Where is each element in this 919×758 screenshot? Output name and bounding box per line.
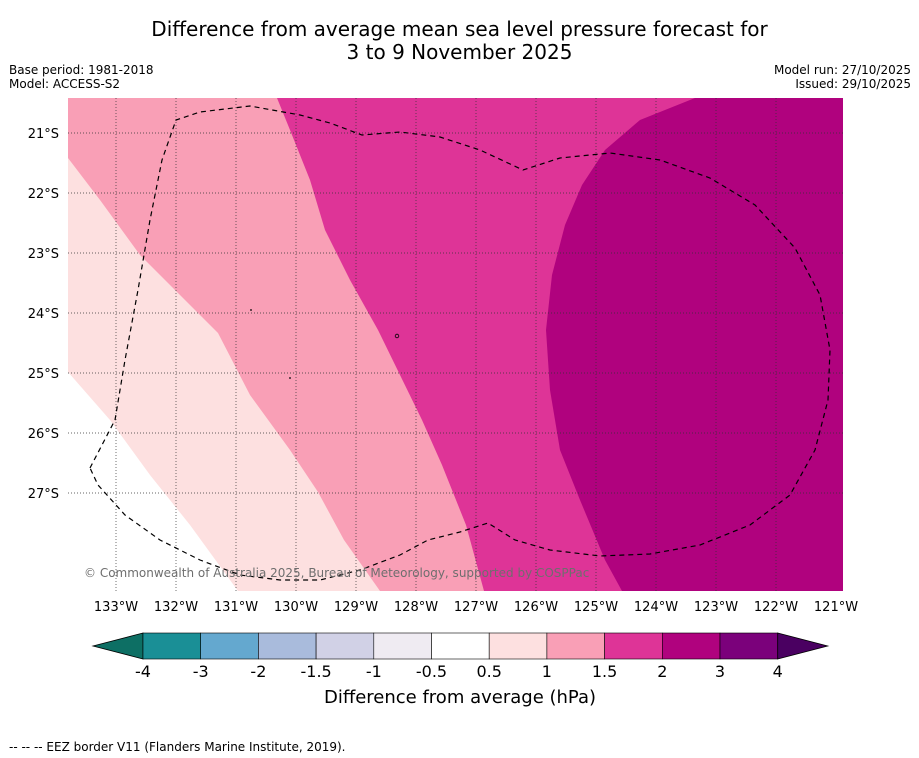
eez-border	[89, 105, 831, 581]
issued-date: Issued: 29/10/2025	[795, 77, 911, 91]
lon-label: 131°W	[214, 600, 258, 615]
lat-label: 26°S	[28, 427, 59, 442]
meta-right: Model run: 27/10/2025 Issued: 29/10/2025	[774, 63, 911, 91]
chart-title: Difference from average mean sea level p…	[0, 18, 919, 64]
colorbar-segment	[200, 632, 259, 660]
region-neutral	[68, 372, 238, 591]
eez-footnote: -- -- -- EEZ border V11 (Flanders Marine…	[9, 740, 346, 754]
colorbar-segment	[431, 632, 490, 660]
lon-label: 125°W	[574, 600, 618, 615]
colorbar-over-arrow	[777, 632, 830, 660]
colorbar-tick-label: 2	[657, 662, 667, 681]
colorbar-tick-label: -2	[250, 662, 266, 681]
lon-label: 127°W	[454, 600, 498, 615]
copyright-text: © Commonwealth of Australia 2025, Bureau…	[84, 566, 589, 580]
colorbar-segment	[604, 632, 663, 660]
colorbar-tick-label: -4	[135, 662, 151, 681]
lon-label: 132°W	[154, 600, 198, 615]
colorbar-under-arrow	[91, 632, 144, 660]
lon-label: 128°W	[394, 600, 438, 615]
colorbar-tick-label: -3	[193, 662, 209, 681]
lat-label: 27°S	[28, 487, 59, 502]
gridlines	[68, 98, 843, 591]
colorbar-tick-label: -1.5	[300, 662, 331, 681]
colorbar-tick-label: 4	[773, 662, 783, 681]
lon-label: 122°W	[754, 600, 798, 615]
colorbar-segment	[661, 632, 721, 660]
colorbar-segment	[315, 632, 375, 660]
colorbar-segment	[373, 632, 432, 660]
colorbar-tick-label: 1.5	[592, 662, 617, 681]
map-plot-area: © Commonwealth of Australia 2025, Bureau…	[68, 98, 843, 591]
title-line-1: Difference from average mean sea level p…	[151, 17, 768, 41]
lon-label: 133°W	[94, 600, 138, 615]
colorbar-segment	[719, 632, 779, 660]
colorbar-segment	[142, 632, 202, 660]
lat-label: 24°S	[28, 307, 59, 322]
island-marker	[394, 333, 400, 339]
lon-label: 124°W	[634, 600, 678, 615]
model-name: Model: ACCESS-S2	[9, 77, 121, 91]
colorbar-tick-label: 1	[542, 662, 552, 681]
lat-label: 21°S	[28, 127, 59, 142]
lon-label: 123°W	[694, 600, 738, 615]
colorbar-tick-label: -0.5	[416, 662, 447, 681]
longitude-labels: 133°W 132°W 131°W 130°W 129°W 128°W 127°…	[94, 600, 858, 615]
island-marker	[250, 309, 252, 311]
colorbar-segment	[258, 632, 317, 660]
colorbar-label: Difference from average (hPa)	[324, 687, 596, 708]
colorbar-tick-label: 3	[715, 662, 725, 681]
lon-label: 129°W	[334, 600, 378, 615]
lon-label: 130°W	[274, 600, 318, 615]
colorbar-segment	[546, 632, 605, 660]
lon-label: 126°W	[514, 600, 558, 615]
colorbar-segment	[488, 632, 548, 660]
latitude-labels: 21°S 22°S 23°S 24°S 25°S 26°S 27°S	[28, 127, 59, 502]
lat-label: 22°S	[28, 187, 59, 202]
colorbar-tick-label: -1	[366, 662, 382, 681]
island-marker	[289, 377, 291, 379]
lat-label: 25°S	[28, 367, 59, 382]
colorbar-tick-label: 0.5	[476, 662, 501, 681]
title-line-2: 3 to 9 November 2025	[346, 40, 573, 64]
meta-left: Base period: 1981-2018 Model: ACCESS-S2	[9, 63, 154, 91]
lat-label: 23°S	[28, 247, 59, 262]
base-period: Base period: 1981-2018	[9, 63, 154, 77]
model-run: Model run: 27/10/2025	[773, 63, 911, 77]
colorbar: -4 -3 -2 -1.5 -1 -0.5 0.5 1 1.5 2 3 4	[91, 632, 830, 681]
lon-label: 121°W	[814, 600, 858, 615]
